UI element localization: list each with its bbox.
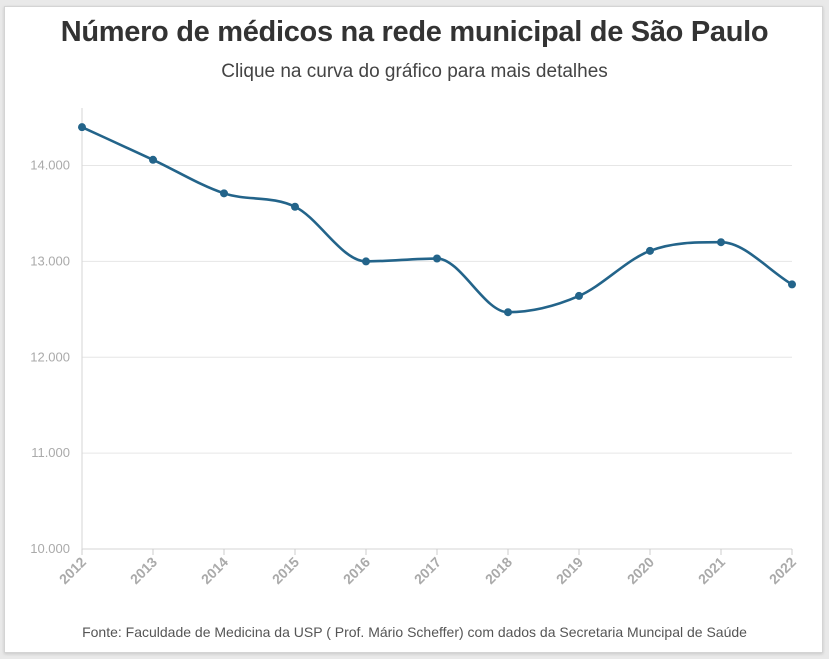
data-point[interactable]: [362, 257, 370, 266]
chart-subtitle: Clique na curva do gráfico para mais det…: [221, 61, 608, 82]
data-point[interactable]: [717, 238, 725, 247]
source-note: Fonte: Faculdade de Medicina da USP ( Pr…: [82, 624, 747, 640]
data-point[interactable]: [149, 155, 157, 164]
y-tick-label: 13.000: [30, 253, 70, 268]
data-point[interactable]: [78, 123, 86, 132]
chart-title: Número de médicos na rede municipal de S…: [60, 16, 769, 48]
y-axis-ticks: 10.000 11.000 12.000 13.000 14.000: [30, 158, 70, 556]
x-tick-label: 2016: [340, 554, 373, 587]
series-layer[interactable]: [78, 123, 796, 317]
x-tick-label: 2013: [127, 554, 160, 587]
x-tick-label: 2015: [269, 554, 302, 587]
x-tick-label: 2014: [198, 554, 231, 587]
x-tick-label: 2020: [624, 554, 657, 587]
data-point[interactable]: [646, 246, 654, 255]
data-point[interactable]: [220, 189, 228, 198]
x-tick-label: 2012: [56, 554, 89, 587]
data-point[interactable]: [291, 202, 299, 211]
data-point[interactable]: [788, 280, 796, 289]
y-tick-label: 10.000: [30, 541, 70, 556]
grid-lines: [82, 165, 792, 550]
series-line[interactable]: [80, 125, 794, 314]
y-tick-label: 14.000: [30, 158, 70, 173]
data-point[interactable]: [504, 308, 512, 317]
data-point[interactable]: [433, 254, 441, 263]
x-tick-label: 2018: [482, 554, 515, 587]
x-tick-label: 2017: [411, 554, 444, 587]
x-axis: 2012 2013 2014 2015 2016 2017 2018 2019 2020 2021…: [56, 108, 799, 587]
data-point[interactable]: [575, 291, 583, 300]
x-tick-label: 2021: [695, 554, 728, 587]
chart-card: [4, 6, 823, 653]
y-tick-label: 11.000: [31, 445, 70, 460]
y-tick-label: 12.000: [30, 349, 70, 364]
x-tick-label: 2022: [766, 554, 799, 587]
x-tick-label: 2019: [553, 554, 586, 587]
